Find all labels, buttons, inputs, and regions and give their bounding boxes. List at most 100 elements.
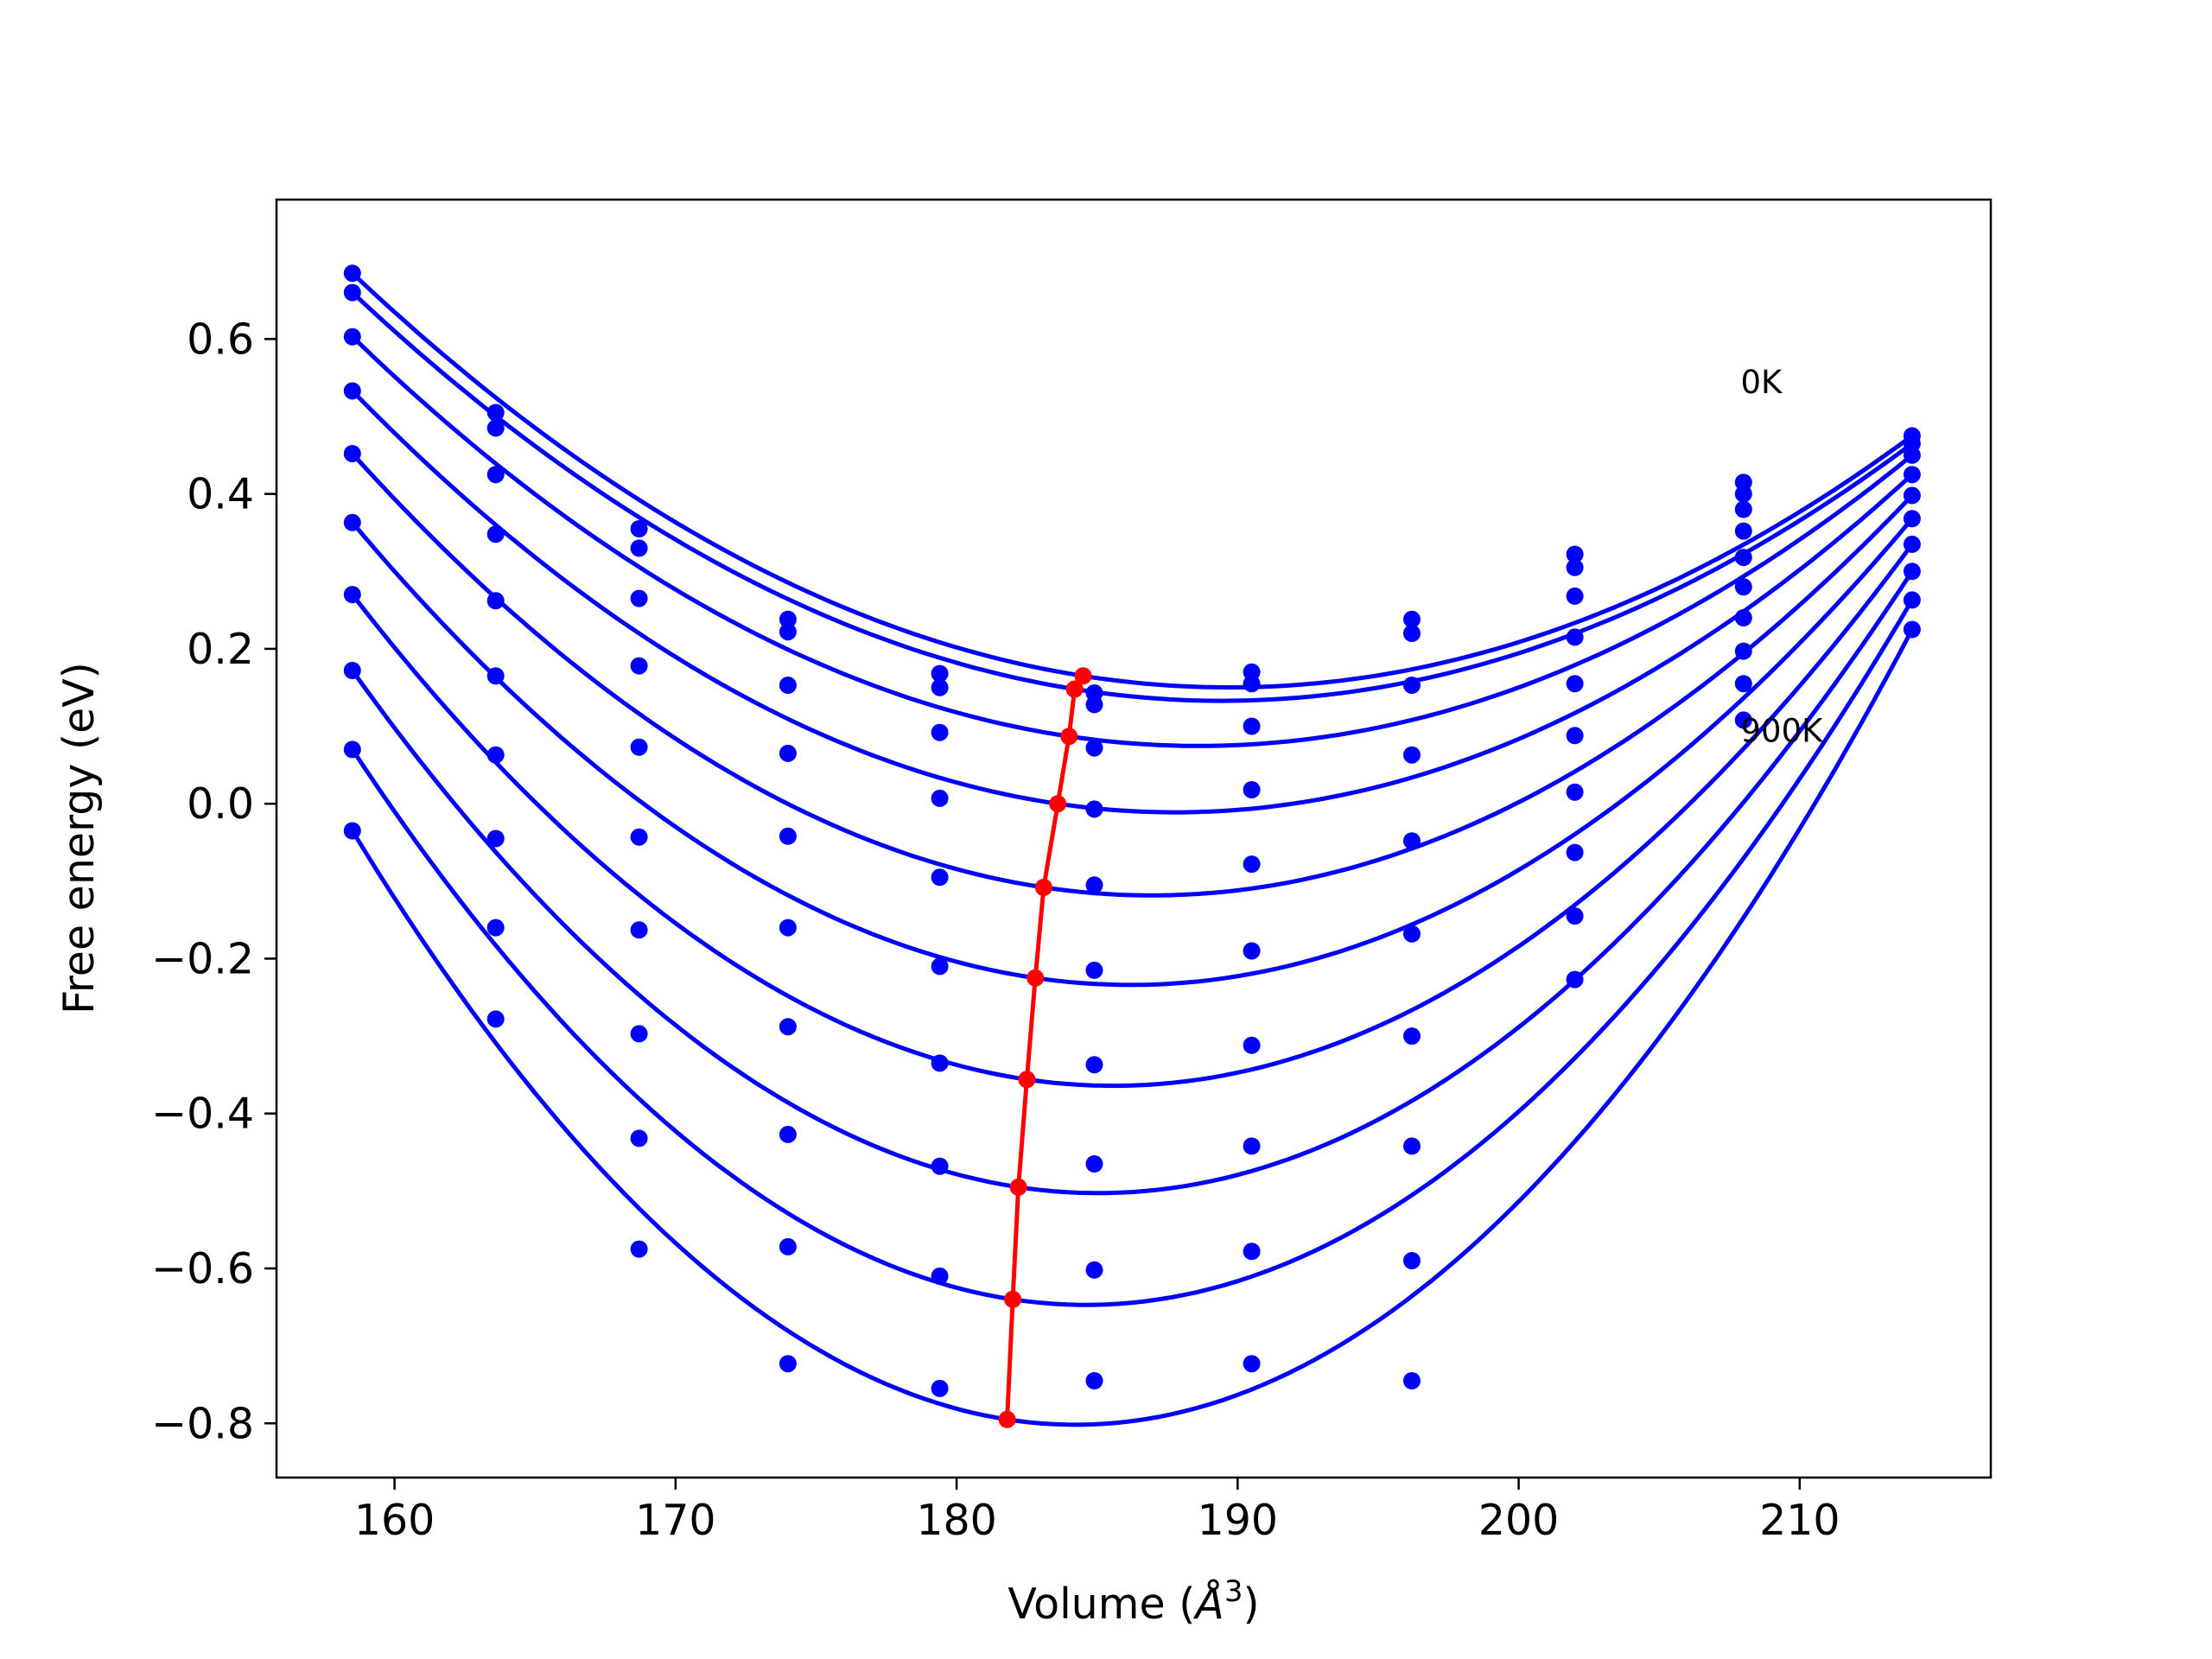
data-point-6-6 bbox=[1243, 1036, 1261, 1054]
data-point-2-6 bbox=[1243, 717, 1261, 735]
minimum-point-9 bbox=[998, 1410, 1016, 1428]
x-axis-title-text: Volume bbox=[1007, 1580, 1165, 1629]
fit-curve-0 bbox=[351, 271, 1914, 690]
x-tick-label-2: 180 bbox=[916, 1496, 997, 1545]
data-point-9-1 bbox=[486, 1010, 505, 1028]
annotation-1: 900K bbox=[1741, 713, 1825, 750]
data-point-3-8 bbox=[1566, 628, 1584, 646]
x-tick-label-1: 170 bbox=[635, 1496, 716, 1545]
data-point-8-5 bbox=[1085, 1261, 1103, 1279]
fit-curve-5 bbox=[350, 517, 1914, 988]
data-point-4-6 bbox=[1243, 855, 1261, 874]
minimum-point-2 bbox=[1060, 728, 1078, 746]
data-point-4-8 bbox=[1566, 675, 1584, 693]
data-point-6-4 bbox=[931, 1054, 949, 1072]
plot-area bbox=[343, 264, 1921, 1428]
data-point-2-7 bbox=[1403, 677, 1421, 694]
fit-curve-6 bbox=[350, 543, 1914, 1089]
data-point-5-7 bbox=[1403, 925, 1421, 943]
data-point-3-9 bbox=[1734, 522, 1752, 540]
data-point-1-7 bbox=[1403, 625, 1421, 642]
data-point-3-4 bbox=[931, 789, 949, 807]
annotations: 0K 900K bbox=[1741, 364, 1825, 749]
data-point-7-4 bbox=[931, 1157, 949, 1175]
data-point-7-3 bbox=[779, 1125, 797, 1143]
data-point-9-4 bbox=[931, 1379, 949, 1397]
data-point-3-0 bbox=[343, 382, 361, 400]
data-point-8-9 bbox=[1734, 675, 1752, 693]
fit-curve-7 bbox=[350, 569, 1914, 1196]
data-point-7-0 bbox=[343, 662, 361, 679]
data-point-2-0 bbox=[343, 327, 361, 346]
data-point-5-10 bbox=[1903, 510, 1921, 528]
data-point-0-4 bbox=[931, 664, 949, 683]
data-point-7-9 bbox=[1734, 642, 1752, 660]
data-point-0-0 bbox=[343, 264, 361, 283]
data-point-9-2 bbox=[630, 1240, 648, 1258]
x-axis-title-open: ( bbox=[1166, 1580, 1196, 1629]
data-point-3-7 bbox=[1403, 746, 1421, 764]
fit-curve-9 bbox=[350, 628, 1915, 1427]
data-point-9-3 bbox=[779, 1355, 797, 1373]
minimum-point-8 bbox=[1004, 1290, 1022, 1308]
y-tick-label-3: −0.2 bbox=[151, 934, 254, 983]
data-point-4-3 bbox=[779, 827, 797, 845]
data-point-1-6 bbox=[1243, 675, 1261, 693]
data-point-0-7 bbox=[1403, 610, 1421, 628]
minimum-line bbox=[1005, 674, 1085, 1420]
data-point-1-5 bbox=[1085, 696, 1103, 714]
minimum-point-0 bbox=[1074, 667, 1092, 685]
x-axis-title: Volume (Å3) bbox=[1007, 1574, 1259, 1629]
fit-curve-1 bbox=[351, 290, 1914, 703]
x-tick-label-3: 190 bbox=[1198, 1496, 1279, 1545]
data-point-7-6 bbox=[1243, 1137, 1261, 1155]
minimum-point-6 bbox=[1018, 1071, 1036, 1089]
data-point-4-7 bbox=[1403, 832, 1421, 850]
data-point-1-4 bbox=[931, 678, 949, 696]
fit-curve-2 bbox=[351, 334, 1914, 748]
data-point-3-2 bbox=[630, 657, 648, 675]
data-point-7-1 bbox=[486, 830, 505, 848]
axes-frame bbox=[275, 198, 1993, 1479]
data-point-9-8 bbox=[1566, 970, 1584, 988]
data-point-8-4 bbox=[931, 1267, 949, 1285]
data-point-5-2 bbox=[630, 828, 648, 846]
data-point-6-3 bbox=[779, 1018, 797, 1036]
data-point-5-6 bbox=[1243, 942, 1261, 960]
x-tick-label-5: 210 bbox=[1759, 1496, 1840, 1545]
y-tick-label-2: −0.4 bbox=[151, 1090, 254, 1139]
data-point-1-9 bbox=[1734, 485, 1752, 503]
data-point-6-10 bbox=[1903, 535, 1921, 553]
data-point-0-1 bbox=[486, 404, 505, 422]
data-point-6-0 bbox=[343, 586, 361, 604]
data-point-4-1 bbox=[486, 592, 505, 610]
data-point-5-5 bbox=[1085, 961, 1103, 979]
x-axis-title-exponent: 3 bbox=[1224, 1574, 1243, 1609]
data-point-5-8 bbox=[1566, 727, 1584, 745]
minimum-point-3 bbox=[1049, 795, 1067, 813]
data-point-5-1 bbox=[486, 667, 505, 685]
data-point-4-2 bbox=[630, 738, 648, 756]
data-point-4-0 bbox=[343, 445, 361, 462]
data-point-5-3 bbox=[779, 918, 797, 937]
data-point-1-8 bbox=[1566, 558, 1584, 576]
data-point-8-2 bbox=[630, 1129, 648, 1147]
data-point-8-6 bbox=[1243, 1243, 1261, 1261]
data-point-8-3 bbox=[779, 1237, 797, 1255]
y-tick-label-7: 0.6 bbox=[187, 315, 254, 364]
data-point-7-5 bbox=[1085, 1155, 1103, 1173]
data-point-1-3 bbox=[779, 623, 797, 641]
data-point-3-10 bbox=[1903, 466, 1921, 484]
data-point-2-5 bbox=[1085, 739, 1103, 757]
data-point-2-1 bbox=[486, 466, 505, 484]
data-point-5-4 bbox=[931, 957, 949, 976]
data-point-9-7 bbox=[1403, 1372, 1421, 1389]
data-point-4-9 bbox=[1734, 549, 1752, 567]
data-point-2-9 bbox=[1734, 500, 1752, 518]
minimum-point-4 bbox=[1034, 879, 1052, 896]
data-point-3-5 bbox=[1085, 800, 1103, 818]
minimum-point-5 bbox=[1027, 969, 1045, 987]
x-axis-title-unit: Å bbox=[1192, 1578, 1224, 1629]
data-point-3-1 bbox=[486, 525, 505, 543]
